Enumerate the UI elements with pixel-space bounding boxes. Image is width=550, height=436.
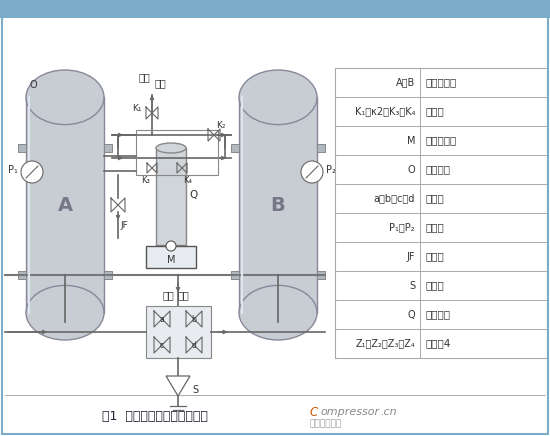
Text: b: b xyxy=(191,314,196,324)
Text: M: M xyxy=(406,136,415,146)
Text: a: a xyxy=(160,314,164,324)
Bar xyxy=(104,144,112,152)
Text: 出口: 出口 xyxy=(155,78,167,88)
Text: 图1  微热吸附式干燥机结构图: 图1 微热吸附式干燥机结构图 xyxy=(102,409,208,422)
Text: 单向阀: 单向阀 xyxy=(425,106,444,116)
Text: a、b、c、d: a、b、c、d xyxy=(373,194,415,204)
Bar xyxy=(18,144,26,152)
Text: ompressor: ompressor xyxy=(320,407,379,417)
Text: 压力表: 压力表 xyxy=(425,222,444,232)
Text: 气动阀: 气动阀 xyxy=(425,194,444,204)
Ellipse shape xyxy=(26,286,104,340)
Text: c: c xyxy=(160,341,164,350)
Text: K₄: K₄ xyxy=(184,176,192,185)
Text: A、B: A、B xyxy=(396,78,415,88)
Text: C: C xyxy=(310,405,318,419)
Text: Q: Q xyxy=(408,310,415,320)
Text: S: S xyxy=(192,385,198,395)
Text: 消音器: 消音器 xyxy=(425,280,444,290)
Text: P₁: P₁ xyxy=(8,165,18,175)
Bar xyxy=(0,0,550,18)
Text: 气体: 气体 xyxy=(138,72,150,82)
Text: 气体: 气体 xyxy=(162,290,174,300)
Ellipse shape xyxy=(26,70,104,125)
Ellipse shape xyxy=(239,286,317,340)
Text: A: A xyxy=(57,195,73,215)
Bar xyxy=(317,144,325,152)
Text: O: O xyxy=(30,80,37,90)
Text: P₂: P₂ xyxy=(326,165,336,175)
Text: S: S xyxy=(409,280,415,290)
Bar xyxy=(239,97,317,313)
Text: O: O xyxy=(408,164,415,174)
Text: .cn: .cn xyxy=(380,407,397,417)
Text: 吸附干燥筒: 吸附干燥筒 xyxy=(425,78,456,88)
Text: 中国压缩机网: 中国压缩机网 xyxy=(310,419,342,429)
Ellipse shape xyxy=(239,70,317,125)
Text: K₁: K₁ xyxy=(133,103,142,112)
Bar xyxy=(156,148,186,245)
Text: d: d xyxy=(191,341,196,350)
Bar xyxy=(231,144,239,152)
Ellipse shape xyxy=(156,143,186,153)
Text: JF: JF xyxy=(406,252,415,262)
Text: K₂: K₂ xyxy=(216,120,225,129)
Text: Q: Q xyxy=(189,190,197,200)
Text: P₁、P₂: P₁、P₂ xyxy=(389,222,415,232)
Text: 进口: 进口 xyxy=(178,290,190,300)
FancyBboxPatch shape xyxy=(146,246,196,268)
Bar xyxy=(136,130,218,175)
Text: 调节器: 调节器 xyxy=(425,252,444,262)
Text: K₁、κ2、K₃、K₄: K₁、κ2、K₃、K₄ xyxy=(355,106,415,116)
Circle shape xyxy=(301,161,323,183)
Text: 电磁阀组: 电磁阀组 xyxy=(425,164,450,174)
Bar xyxy=(26,97,104,313)
Text: Z₁、Z₂、Z₃、Z₄: Z₁、Z₂、Z₃、Z₄ xyxy=(355,338,415,348)
Circle shape xyxy=(21,161,43,183)
Text: 电加热器: 电加热器 xyxy=(425,310,450,320)
Text: JF: JF xyxy=(120,221,128,230)
Text: K₃: K₃ xyxy=(142,176,150,185)
Text: M: M xyxy=(167,255,175,265)
Text: 扩散器4: 扩散器4 xyxy=(425,338,450,348)
Bar xyxy=(18,271,26,279)
Bar xyxy=(104,271,112,279)
Bar xyxy=(231,271,239,279)
Bar xyxy=(317,271,325,279)
Text: 程序控制器: 程序控制器 xyxy=(425,136,456,146)
Circle shape xyxy=(166,241,176,251)
Text: B: B xyxy=(271,195,285,215)
Bar xyxy=(146,306,211,358)
Polygon shape xyxy=(166,376,190,396)
